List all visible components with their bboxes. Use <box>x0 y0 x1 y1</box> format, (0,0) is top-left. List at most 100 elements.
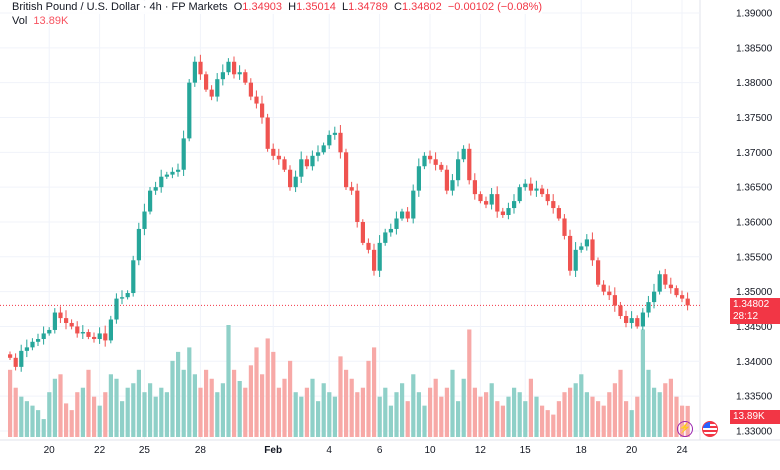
candle-body <box>282 159 287 170</box>
volume-bar <box>467 329 472 437</box>
candle-body <box>568 235 573 271</box>
legend-header: British Pound / U.S. Dollar · 4h · FP Ma… <box>12 1 543 14</box>
volume-bar <box>607 392 612 437</box>
volume-bar <box>338 356 343 437</box>
volume-bar <box>450 369 455 437</box>
candle-body <box>366 242 371 250</box>
us-flag-icon[interactable] <box>702 421 718 437</box>
low-label: L <box>342 1 349 13</box>
volume-bar <box>159 387 164 437</box>
candle-body <box>232 61 237 75</box>
volume-bar <box>523 401 528 437</box>
candle-body <box>176 169 181 172</box>
candle-body <box>646 302 651 313</box>
time-tick-label: 20 <box>626 445 638 456</box>
volume-bar <box>528 378 533 437</box>
candle-body <box>355 190 360 222</box>
volume-bar <box>80 387 85 437</box>
candle-body <box>456 159 461 181</box>
volume-bar <box>58 374 63 437</box>
time-tick-label: 15 <box>520 445 532 456</box>
volume-bar <box>657 392 662 437</box>
candle-body <box>500 211 505 216</box>
candle-body <box>405 211 410 219</box>
volume-bar <box>652 387 657 437</box>
volume-bar <box>114 378 119 437</box>
volume-bar <box>500 405 505 437</box>
price-tick-label: 1.33000 <box>736 426 773 437</box>
volume-bar <box>495 401 500 437</box>
candle-body <box>484 201 489 205</box>
volume-bar <box>248 365 253 437</box>
candle-body <box>237 72 242 75</box>
volume-bar <box>590 396 595 437</box>
candle-body <box>601 284 606 292</box>
candle-body <box>125 293 130 298</box>
volume-bar <box>668 378 673 437</box>
candle-body <box>209 89 214 97</box>
time-tick-label: 12 <box>475 445 487 456</box>
candle-body <box>540 188 545 195</box>
candle-body <box>428 155 433 160</box>
candle-body <box>19 350 24 367</box>
candle-body <box>652 291 657 303</box>
volume-legend: Vol 13.89K <box>12 15 68 28</box>
candle-body <box>142 211 147 229</box>
volume-bar <box>215 392 220 437</box>
candle-body <box>478 194 483 202</box>
candle-body <box>624 316 629 323</box>
volume-bar <box>618 369 623 437</box>
volume-bar <box>377 396 382 437</box>
volume-bar <box>164 392 169 437</box>
volume-bar <box>663 383 668 437</box>
candle-body <box>254 96 259 104</box>
volume-bar <box>271 351 276 437</box>
volume-bar <box>41 419 46 437</box>
candle-body <box>573 249 578 271</box>
price-tick-label: 1.38500 <box>736 43 773 54</box>
open-label: O <box>233 1 243 13</box>
volume-bar <box>355 392 360 437</box>
volume-bar <box>108 374 113 437</box>
candle-body <box>215 79 220 97</box>
candle-body <box>556 208 561 219</box>
candle-body <box>260 103 265 118</box>
candle-body <box>304 159 309 167</box>
volume-bar <box>540 405 545 437</box>
volume-bar <box>288 360 293 437</box>
candle-body <box>590 239 595 261</box>
candle-body <box>338 132 343 153</box>
current-price: 1.34802 <box>733 299 770 310</box>
volume-bar <box>265 338 270 437</box>
price-tick-label: 1.35500 <box>736 252 773 263</box>
volume-bar <box>103 392 108 437</box>
price-tick-label: 1.39000 <box>736 9 773 20</box>
candle-body <box>58 312 63 319</box>
candle-body <box>422 155 427 167</box>
candle-body <box>523 183 528 188</box>
volume-bar <box>187 347 192 437</box>
price-tick-label: 1.36500 <box>736 183 773 194</box>
time-tick-label: 24 <box>676 445 688 456</box>
volume-bar <box>433 378 438 437</box>
candle-body <box>344 152 349 188</box>
candle-body <box>433 159 438 165</box>
candle-body <box>24 347 29 351</box>
candle-body <box>192 61 197 83</box>
candle-body <box>439 164 444 170</box>
volume-bar <box>635 396 640 437</box>
candle-body <box>271 148 276 156</box>
lightning-icon[interactable]: ⚡ <box>677 421 693 437</box>
volume-bar <box>176 351 181 437</box>
candle-body <box>8 354 13 358</box>
price-tick-label: 1.37000 <box>736 148 773 159</box>
price-tick-label: 1.34000 <box>736 357 773 368</box>
candle-body <box>360 221 365 243</box>
volume-bar <box>198 387 203 437</box>
volume-bar <box>86 369 91 437</box>
volume-bar <box>478 396 483 437</box>
volume-bar <box>360 387 365 437</box>
volume-bar <box>472 387 477 437</box>
